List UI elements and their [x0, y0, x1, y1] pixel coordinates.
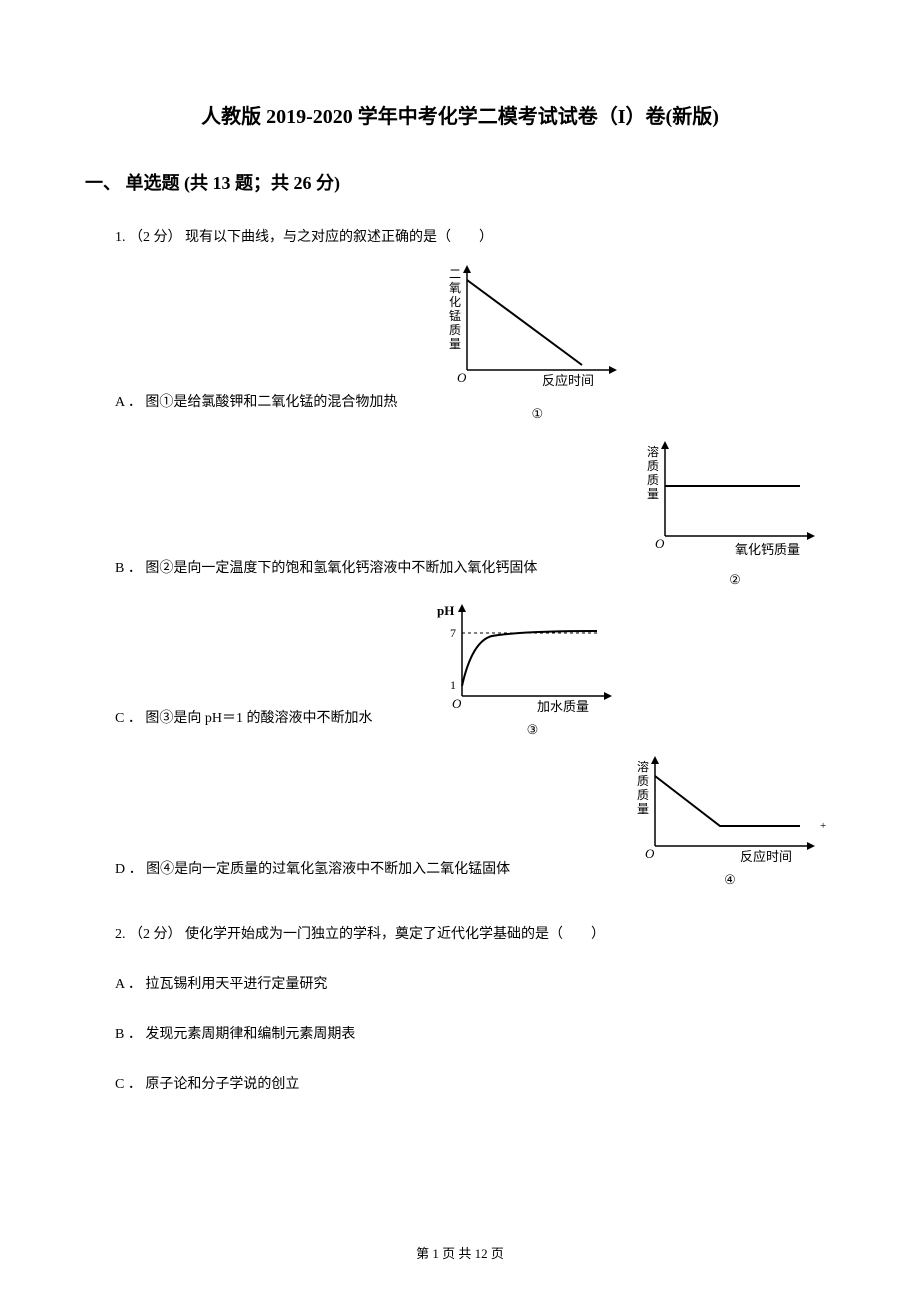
chart-b-y1: 溶	[647, 444, 659, 459]
q2-b-label: B ．	[115, 1027, 142, 1042]
chart-c-svg: pH 7 1 O 加水质量	[432, 601, 632, 716]
q1-a-text: 图①是给氯酸钾和二氧化锰的混合物加热	[145, 395, 397, 410]
q2-c-text: 原子论和分子学说的创立	[145, 1077, 299, 1092]
q1-option-c-text: C ． 图③是向 pH＝1 的酸溶液中不断加水	[115, 706, 372, 741]
q1-option-c-row: C ． 图③是向 pH＝1 的酸溶液中不断加水 pH 7 1 O 加水质量 ③	[115, 601, 835, 741]
chart-c-xlabel: 加水质量	[537, 699, 589, 714]
q1-chart-d: 溶 质 质 量 + O 反应时间 ④	[625, 751, 835, 891]
chart-b-xlabel: 氧化钙质量	[735, 542, 800, 557]
chart-a-ylabel5: 质	[449, 323, 461, 337]
chart-b-yarrow	[661, 441, 669, 449]
q2-b-text: 发现元素周期律和编制元素周期表	[145, 1027, 355, 1042]
chart-d-xlabel: 反应时间	[740, 849, 792, 864]
chart-a-ylabel2: 氧	[449, 281, 461, 295]
q1-option-d-row: D ． 图④是向一定质量的过氧化氢溶液中不断加入二氧化锰固体 溶 质 质 量 +…	[115, 751, 835, 891]
chart-b-xarrow	[807, 532, 815, 540]
q2-number: 2.	[115, 927, 126, 942]
chart-b-y3: 质	[647, 473, 659, 487]
q1-a-label: A ．	[115, 395, 142, 410]
chart-c-tick1: 1	[450, 678, 456, 692]
chart-d-number: ④	[724, 868, 736, 891]
q2-points: （2 分）	[129, 927, 182, 942]
chart-d-y2: 质	[637, 774, 649, 788]
chart-b-number: ②	[729, 568, 741, 591]
chart-c-xarrow	[604, 692, 612, 700]
q1-c-text: 图③是向 pH＝1 的酸溶液中不断加水	[145, 711, 372, 726]
chart-a-xlabel: 反应时间	[542, 373, 594, 388]
q1-option-a-text: A ． 图①是给氯酸钾和二氧化锰的混合物加热	[115, 390, 397, 425]
q2-option-c: C ． 原子论和分子学说的创立	[115, 1072, 835, 1097]
chart-a-line	[467, 280, 582, 365]
q2-stem-row: 2. （2 分） 使化学开始成为一门独立的学科，奠定了近代化学基础的是（ ）	[115, 922, 835, 947]
chart-b-svg: 溶 质 质 量 O 氧化钙质量	[635, 436, 835, 566]
chart-d-y4: 量	[637, 802, 649, 816]
chart-d-y3: 质	[637, 788, 649, 802]
q1-option-b-row: B ． 图②是向一定温度下的饱和氢氧化钙溶液中不断加入氧化钙固体 溶 质 质 量…	[115, 436, 835, 591]
chart-d-xarrow	[807, 842, 815, 850]
chart-c-curve	[462, 631, 597, 686]
section-header: 一、 单选题 (共 13 题；共 26 分)	[85, 169, 835, 195]
q2-option-b: B ． 发现元素周期律和编制元素周期表	[115, 1022, 835, 1047]
page-title: 人教版 2019-2020 学年中考化学二模考试试卷（I）卷(新版)	[85, 100, 835, 129]
chart-b-y2: 质	[647, 459, 659, 473]
chart-d-y1: 溶	[637, 759, 649, 774]
q2-option-a: A ． 拉瓦锡利用天平进行定量研究	[115, 972, 835, 997]
q2-c-label: C ．	[115, 1077, 142, 1092]
q1-c-label: C ．	[115, 711, 142, 726]
chart-c-origin: O	[452, 696, 462, 711]
chart-a-xarrow	[609, 366, 617, 374]
q1-chart-a: 二 氧 化 锰 质 量 O 反应时间 ①	[437, 260, 637, 425]
chart-d-svg: 溶 质 质 量 + O 反应时间	[625, 751, 835, 866]
chart-a-origin: O	[457, 370, 467, 385]
q1-chart-b: 溶 质 质 量 O 氧化钙质量 ②	[635, 436, 835, 591]
chart-c-tick7: 7	[450, 626, 456, 640]
chart-d-line	[655, 776, 800, 826]
chart-a-ylabel6: 量	[449, 337, 461, 351]
q1-b-label: B ．	[115, 561, 142, 576]
q1-option-a-row: A ． 图①是给氯酸钾和二氧化锰的混合物加热 二 氧 化 锰 质 量 O 反应时…	[115, 260, 835, 425]
q1-points: （2 分）	[129, 230, 182, 245]
chart-c-ylabel: pH	[437, 603, 454, 618]
q2-a-label: A ．	[115, 977, 142, 992]
chart-a-number: ①	[532, 402, 544, 425]
q1-d-text: 图④是向一定质量的过氧化氢溶液中不断加入二氧化锰固体	[146, 862, 510, 877]
chart-d-yarrow	[651, 756, 659, 764]
q1-chart-c: pH 7 1 O 加水质量 ③	[432, 601, 632, 741]
section-number: 一、	[85, 173, 121, 193]
q1-option-b-text: B ． 图②是向一定温度下的饱和氢氧化钙溶液中不断加入氧化钙固体	[115, 556, 537, 591]
chart-a-ylabel3: 化	[449, 295, 461, 309]
chart-a-ylabel4: 锰	[449, 308, 461, 323]
q1-b-text: 图②是向一定温度下的饱和氢氧化钙溶液中不断加入氧化钙固体	[145, 561, 537, 576]
chart-d-origin: O	[645, 846, 655, 861]
q1-d-label: D ．	[115, 862, 143, 877]
q1-stem-row: 1. （2 分） 现有以下曲线，与之对应的叙述正确的是（ ）	[115, 225, 835, 250]
section-title: 单选题 (共 13 题；共 26 分)	[126, 173, 341, 193]
page-footer: 第 1 页 共 12 页	[0, 1243, 920, 1262]
chart-a-svg: 二 氧 化 锰 质 量 O 反应时间	[437, 260, 637, 400]
q2-a-text: 拉瓦锡利用天平进行定量研究	[145, 977, 327, 992]
chart-a-ylabel: 二	[449, 267, 461, 281]
chart-c-yarrow	[458, 604, 466, 612]
q1-stem: 现有以下曲线，与之对应的叙述正确的是（ ）	[185, 230, 493, 245]
q2-stem: 使化学开始成为一门独立的学科，奠定了近代化学基础的是（ ）	[185, 927, 605, 942]
question-1: 1. （2 分） 现有以下曲线，与之对应的叙述正确的是（ ） A ． 图①是给氯…	[115, 225, 835, 1098]
chart-d-plus: +	[820, 820, 826, 832]
chart-b-y4: 量	[647, 487, 659, 501]
chart-a-yarrow	[463, 265, 471, 273]
question-2: 2. （2 分） 使化学开始成为一门独立的学科，奠定了近代化学基础的是（ ） A…	[115, 922, 835, 1098]
q1-number: 1.	[115, 230, 126, 245]
q1-option-d-text: D ． 图④是向一定质量的过氧化氢溶液中不断加入二氧化锰固体	[115, 857, 510, 892]
chart-b-origin: O	[655, 536, 665, 551]
chart-c-number: ③	[527, 718, 539, 741]
